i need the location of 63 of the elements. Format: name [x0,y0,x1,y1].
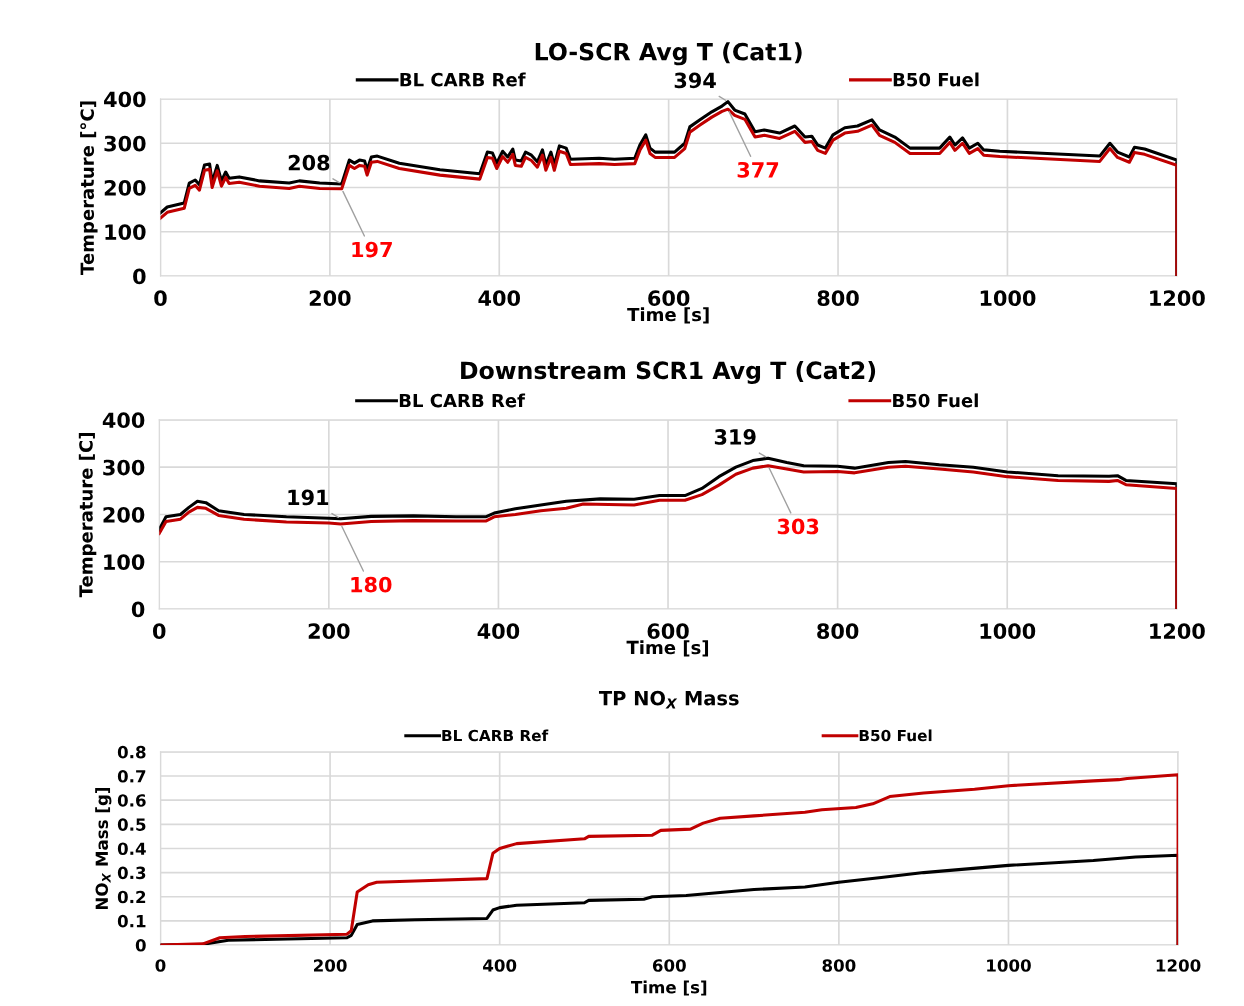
x-tick-label: 600 [648,290,690,307]
x-tick-label: 200 [308,623,350,640]
chart-title: Downstream SCR1 Avg T (Cat2) [461,360,876,384]
x-tick-label: 1200 [1150,290,1205,307]
x-tick-label: 1200 [1150,623,1205,640]
y-tick-label: 0.8 [117,745,146,759]
y-tick-label: 0.7 [117,769,146,783]
y-tick-label: 0.1 [117,914,146,928]
x-tick-label: 600 [647,623,689,640]
y-axis-title: NO$_{X}$ Mass [g] [95,787,112,910]
annotation: 208 [288,154,330,171]
y-tick-label: 300 [103,459,145,476]
y-tick-label: 0 [131,601,145,618]
y-tick-label: 100 [105,224,146,240]
x-tick-label: 800 [822,959,856,972]
x-tick-label: 800 [817,290,859,307]
y-tick-label: 0.6 [117,794,146,807]
legend-label: BL CARB Ref [399,393,526,408]
x-tick-label: 1000 [980,623,1036,640]
x-tick-label: 800 [817,623,859,640]
chart-title: LO-SCR Avg T (Cat1) [535,42,802,66]
x-tick-label: 200 [314,959,347,972]
legend-label: B50 Fuel [893,72,979,87]
legend-label: B50 Fuel [893,393,978,408]
chart-title: TP NO$_{X}$ Mass [598,690,739,709]
annotation: 191 [288,489,329,506]
y-tick-label: 100 [104,554,145,570]
x-tick-label: 0 [152,623,166,640]
x-tick-label: 1000 [987,959,1031,972]
y-tick-label: 0 [133,268,146,285]
y-tick-label: 0.2 [117,890,146,904]
x-tick-label: 600 [652,959,686,972]
y-axis-title: Temperature [°C] [80,101,98,275]
x-tick-label: 1000 [980,290,1036,307]
x-axis-title: Time [s] [627,307,709,324]
y-tick-label: 0 [135,939,146,952]
x-tick-label: 1200 [1156,959,1201,972]
y-tick-label: 200 [103,506,145,523]
y-tick-label: 200 [104,179,146,196]
y-tick-label: 400 [102,412,145,429]
legend-label: BL CARB Ref [442,729,549,742]
x-tick-label: 400 [477,623,520,640]
y-tick-label: 300 [104,135,146,152]
y-tick-label: 0.4 [117,842,146,856]
annotation: 303 [777,518,819,535]
y-tick-label: 0.3 [117,866,146,880]
x-axis-title: Time [s] [626,640,709,657]
legend-label: BL CARB Ref [400,72,526,87]
x-tick-label: 400 [478,290,521,307]
x-tick-label: 0 [154,290,167,307]
y-tick-label: 400 [104,91,146,108]
x-axis-title: Time [s] [631,980,707,996]
x-tick-label: 200 [309,290,351,307]
y-tick-label: 0.5 [117,818,146,831]
x-tick-label: 0 [155,959,166,972]
annotation: 319 [714,429,756,445]
legend-label: B50 Fuel [859,729,932,742]
x-tick-label: 400 [483,959,517,972]
annotation: 394 [674,72,716,89]
y-axis-title: Temperature [C] [78,433,97,598]
annotation: 180 [351,576,392,593]
annotation: 197 [352,241,392,258]
annotation: 377 [737,161,779,178]
